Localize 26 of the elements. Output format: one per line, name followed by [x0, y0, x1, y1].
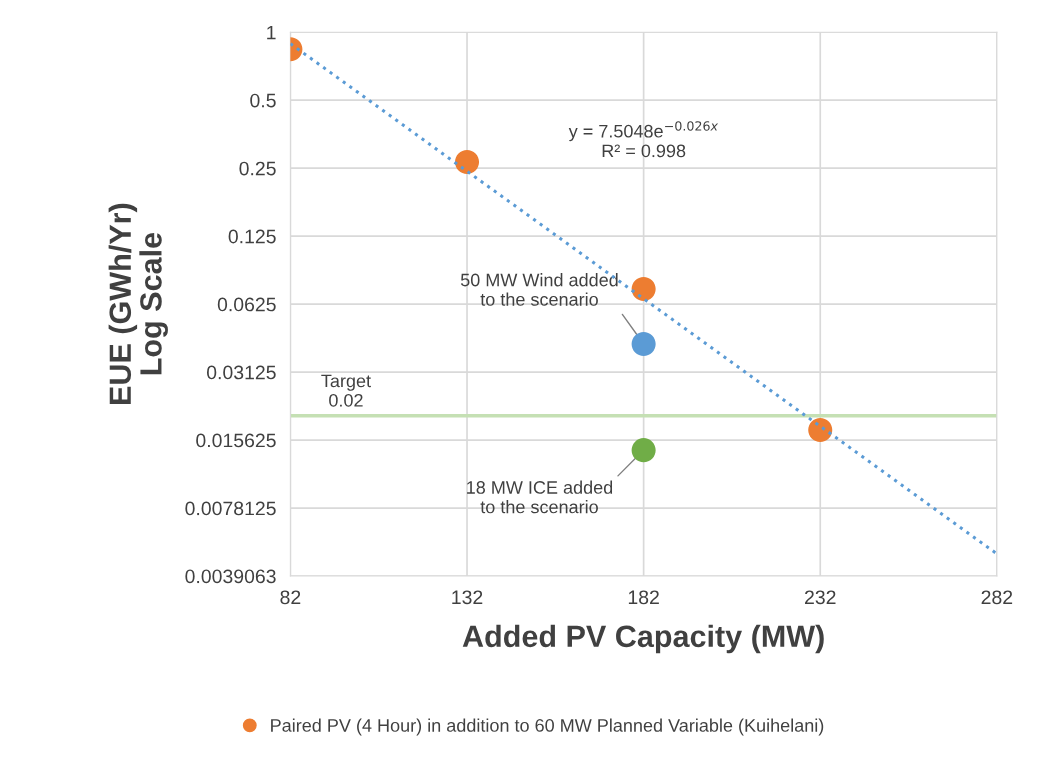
annotation: y = 7.5048e$^{−0.026x}$ R² = 0.998 — [568, 121, 719, 158]
y-tick-label: 0.25 — [239, 161, 276, 176]
y-tick-label: 0.0625 — [217, 297, 276, 312]
point — [454, 150, 480, 175]
y-tick-label: 0.015625 — [196, 433, 276, 448]
point — [631, 276, 656, 302]
annotation: 18 MW ICE added to the scenario — [467, 480, 613, 514]
y-tick-label: 0.5 — [250, 93, 276, 108]
legend-label: Paired PV (4 Hour) in addition to 60 MW Planned Variable (Kuihelani) — [271, 718, 824, 736]
x-tick-label: 282 — [981, 590, 1013, 605]
y-tick-label: 0.0078125 — [185, 501, 276, 516]
x-tick-label: 232 — [805, 590, 836, 605]
annotation: 50 MW Wind added to the scenario — [460, 273, 618, 306]
x-tick-label: 182 — [628, 590, 659, 605]
point — [808, 418, 833, 443]
y-tick-label: 0.125 — [228, 229, 276, 244]
x-tick-label: 82 — [280, 590, 301, 605]
y-tick-label: 1 — [267, 25, 276, 40]
x-tick-label: 132 — [452, 590, 483, 605]
point — [631, 332, 656, 357]
y-tick-label: 0.0039063 — [185, 569, 276, 584]
ref-line-label: Target 0.02 — [321, 374, 371, 407]
point — [631, 438, 656, 463]
y-tick-label: 0.03125 — [206, 365, 276, 380]
x-axis-title: Added PV Capacity (MW) — [462, 624, 824, 654]
y-axis-title: EUE (GWh/Yr) Log Scale — [108, 203, 168, 404]
